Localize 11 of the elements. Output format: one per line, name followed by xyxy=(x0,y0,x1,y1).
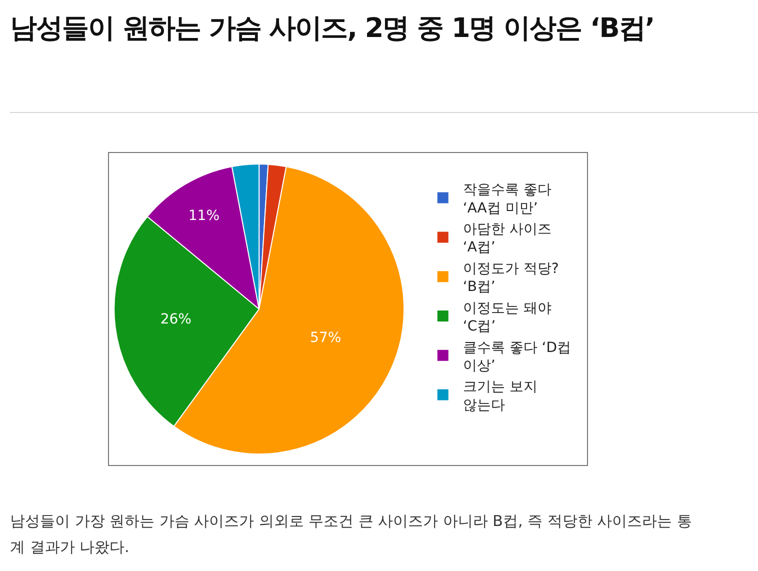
legend-label: 아담한 사이즈 ‘A컵’ xyxy=(462,222,552,256)
data-label: 26% xyxy=(160,312,192,328)
legend-label: 크기는 보지 않는다 xyxy=(462,379,538,414)
data-label: 57% xyxy=(310,330,342,346)
text: 남성들이 가장 원하는 가슴 사이즈가 의외로 무조건 큰 사이즈가 아니라 B컵, 즉 적당한 사이즈라는 통계 결과가 나왔다. xyxy=(10,511,693,558)
legend-label: 이정도는 돼야 ‘C컵’ xyxy=(462,300,552,335)
chart-title: 남성들이 원하는 가슴 사이즈, 2명 중 1명 이상은 ‘B컵’ xyxy=(10,12,654,46)
legend-label: 이정도가 적당? ‘B컵’ xyxy=(462,260,559,296)
legend-label: 클수록 좋다 ‘D컵 이상’ xyxy=(462,340,572,374)
legend-label: 작을수록 좋다 ‘AA컵 미만’ xyxy=(462,182,552,216)
data-label: 11% xyxy=(188,208,220,224)
